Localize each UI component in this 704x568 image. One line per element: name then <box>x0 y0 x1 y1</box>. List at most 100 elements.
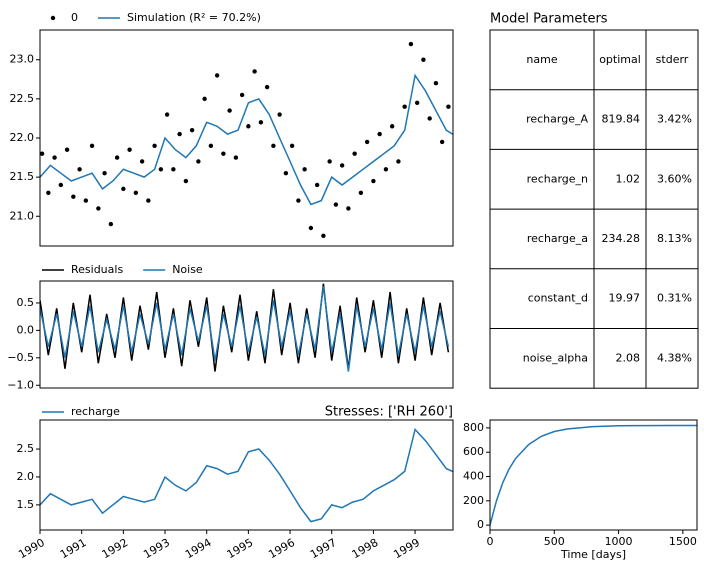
table-cell: 19.97 <box>609 292 641 305</box>
legend-label: Simulation (R² = 70.2%) <box>127 11 261 24</box>
observation <box>264 84 270 90</box>
observation <box>439 139 445 145</box>
observation <box>164 112 170 117</box>
series-line <box>40 286 450 372</box>
observation <box>139 159 145 164</box>
observation <box>358 190 364 195</box>
observation <box>233 155 239 160</box>
axes-frame <box>39 280 454 389</box>
observation <box>133 190 139 195</box>
y-tick-label: 0.5 <box>17 296 35 309</box>
y-tick-label: 21.5 <box>10 170 35 183</box>
observation <box>252 69 257 74</box>
table-cell: 234.28 <box>602 232 641 245</box>
observation <box>377 131 382 137</box>
observation <box>83 198 89 203</box>
table-cell: noise_alpha <box>523 351 588 364</box>
y-tick-label: 400 <box>463 470 484 483</box>
table-cell: 0.31% <box>657 292 692 305</box>
observation <box>327 159 332 164</box>
observation <box>208 143 214 149</box>
observation <box>77 167 82 172</box>
legend-label: Noise <box>172 263 203 276</box>
observation <box>277 112 282 117</box>
y-tick-label: 200 <box>463 494 484 507</box>
y-tick-label: 2.5 <box>17 442 35 455</box>
observation <box>271 143 276 149</box>
observation <box>221 151 226 156</box>
x-axis-label: Time [days] <box>560 548 626 561</box>
x-tick-label: 0 <box>487 535 494 548</box>
observation <box>314 182 320 188</box>
observation <box>339 163 345 168</box>
column-header: optimal <box>599 53 641 66</box>
observation <box>96 206 101 211</box>
table-cell: 1.02 <box>616 172 641 185</box>
observation <box>421 57 426 62</box>
observation <box>114 155 120 160</box>
x-tick-label: 1996 <box>266 536 297 561</box>
table-cell: recharge_A <box>526 113 588 126</box>
observation <box>146 198 151 203</box>
observation <box>171 167 176 172</box>
observation <box>333 202 339 207</box>
legend-label: recharge <box>71 405 120 418</box>
observation <box>427 116 432 121</box>
observation <box>89 143 95 149</box>
y-tick-label: 800 <box>463 421 484 434</box>
observation <box>383 167 389 172</box>
observation <box>408 41 414 47</box>
table-cell: recharge_n <box>527 172 588 185</box>
observation <box>389 124 395 129</box>
observation <box>196 159 201 164</box>
y-tick-label: −0.5 <box>7 351 34 364</box>
x-tick-label: 500 <box>544 535 565 548</box>
legend-marker <box>50 15 56 21</box>
observation <box>283 171 289 176</box>
observation <box>289 143 295 149</box>
axes-frame <box>39 419 454 531</box>
x-tick-label: 1997 <box>308 536 339 561</box>
table-title: Model Parameters <box>490 12 608 27</box>
y-tick-label: 22.5 <box>10 92 35 105</box>
column-header: stderr <box>656 53 689 66</box>
x-tick-label: 1992 <box>100 536 131 561</box>
observation <box>58 182 64 188</box>
observation <box>296 198 301 203</box>
y-tick-label: 600 <box>463 445 484 458</box>
observation <box>158 167 164 172</box>
x-tick-label: 1999 <box>391 536 422 561</box>
observation <box>183 178 189 184</box>
y-tick-label: 21.0 <box>10 209 35 222</box>
observation <box>371 178 376 184</box>
observation <box>152 143 157 149</box>
observation <box>414 100 420 105</box>
observation <box>214 73 220 78</box>
y-tick-label: 22.0 <box>10 131 35 144</box>
observation <box>64 147 70 152</box>
legend-label: Residuals <box>71 263 123 276</box>
observation <box>246 124 251 129</box>
y-tick-label: −1.0 <box>7 378 34 391</box>
x-tick-label: 1000 <box>605 535 633 548</box>
table-cell: 819.84 <box>602 113 641 126</box>
observation <box>121 186 126 192</box>
observation <box>446 104 451 109</box>
observation <box>433 81 439 86</box>
x-tick-label: 1998 <box>350 536 381 561</box>
observation <box>227 108 232 113</box>
observation <box>364 139 370 145</box>
observation <box>402 104 407 109</box>
observation <box>40 151 45 156</box>
legend-label: 0 <box>71 11 78 24</box>
observation <box>71 194 76 199</box>
x-tick-label: 1991 <box>58 536 89 561</box>
column-header: name <box>526 53 557 66</box>
observation <box>52 155 57 160</box>
y-tick-label: 2.0 <box>17 470 35 483</box>
observation <box>258 120 264 125</box>
y-tick-label: 0.0 <box>17 323 35 336</box>
series-line <box>40 427 453 523</box>
observation <box>127 147 132 152</box>
